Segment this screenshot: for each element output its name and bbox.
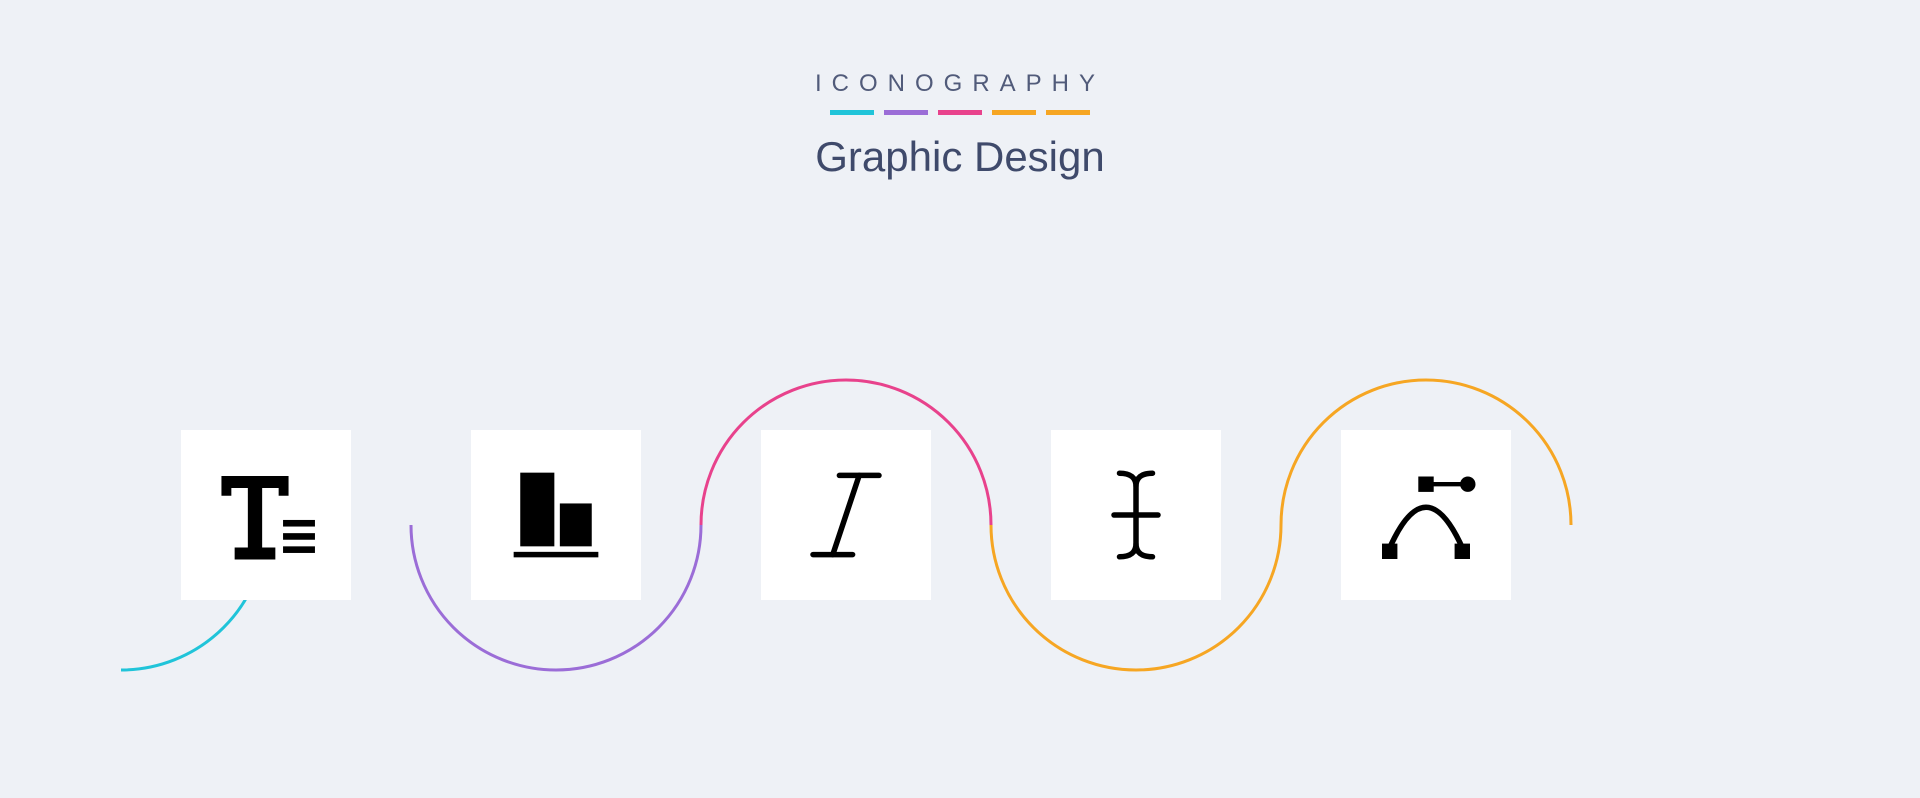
palette-bars [0, 110, 1920, 115]
bezier-path-icon [1371, 460, 1481, 570]
tile-bezier [1341, 430, 1511, 600]
subtitle: Graphic Design [0, 133, 1920, 181]
icon-row [0, 430, 1920, 600]
palette-bar-3 [992, 110, 1036, 115]
brand-title: ICONOGRAPHY [0, 70, 1920, 98]
palette-bar-1 [884, 110, 928, 115]
tile-text-tool [181, 430, 351, 600]
tile-italic [761, 430, 931, 600]
align-bottom-icon [501, 460, 611, 570]
header: ICONOGRAPHY Graphic Design [0, 0, 1920, 181]
italic-icon [791, 460, 901, 570]
tile-align-bottom [471, 430, 641, 600]
text-tool-icon [211, 460, 321, 570]
palette-bar-4 [1046, 110, 1090, 115]
text-cursor-icon [1081, 460, 1191, 570]
palette-bar-0 [830, 110, 874, 115]
palette-bar-2 [938, 110, 982, 115]
tile-text-cursor [1051, 430, 1221, 600]
